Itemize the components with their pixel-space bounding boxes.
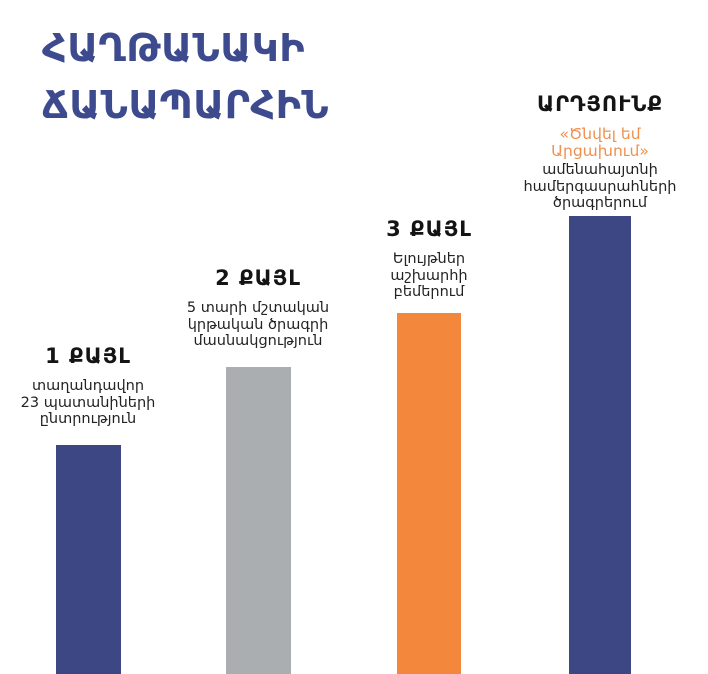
step-1-description: տաղանդավոր 23 պատանիների ընտրություն [20,378,156,428]
step-3-column: 3 ՔԱՅԼ Ելույթներ աշխարհի բեմերում [341,217,517,301]
step-1-column: 1 ՔԱՅԼ տաղանդավոր 23 պատանիների ընտրությ… [0,344,176,428]
result-label: ԱՐԴՅՈՒՆՔ [536,92,663,116]
result-column: ԱՐԴՅՈՒՆՔ «Ծնվել եմ Արցախում» ամենահայտնի… [512,92,688,212]
step-2-bar [226,367,291,674]
page-title: ՀԱՂԹԱՆԱԿԻ ՃԱՆԱՊԱՐՀԻՆ [42,26,330,127]
step-1-label: 1 ՔԱՅԼ [45,344,131,368]
step-2-description: 5 տարի մշտական կրթական ծրագրի մասնակցութ… [186,300,330,350]
result-highlight: «Ծնվել եմ Արցախում» [551,125,649,161]
step-1-bar [56,445,121,674]
step-3-description: Ելույթներ աշխարհի բեմերում [390,251,468,301]
result-bar [569,216,631,674]
step-3-label: 3 ՔԱՅԼ [386,217,472,241]
result-description: ամենահայտնի համերգասրահների ծրագրերում [523,162,677,212]
step-2-label: 2 ՔԱՅԼ [215,266,301,290]
step-2-column: 2 ՔԱՅԼ 5 տարի մշտական կրթական ծրագրի մաս… [170,266,346,350]
step-3-bar [397,313,461,674]
